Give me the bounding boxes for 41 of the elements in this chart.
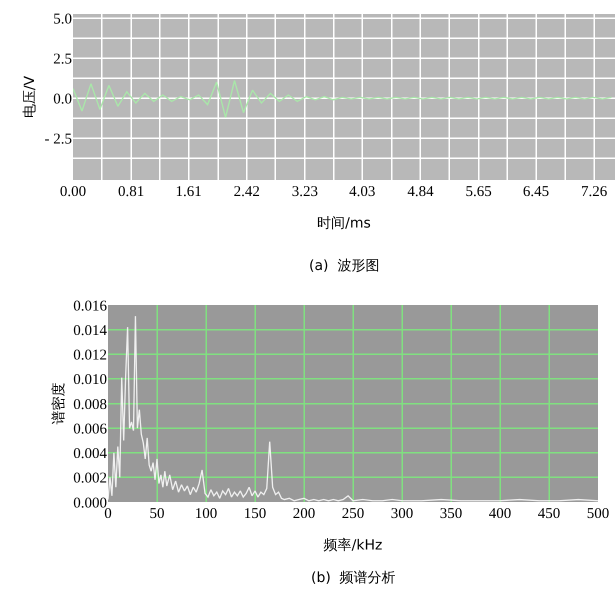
- x-tick-label: 4.03: [349, 184, 376, 200]
- x-tick-label: 400: [488, 506, 512, 522]
- y-axis-title: 电压/V: [22, 75, 38, 118]
- x-tick-label: 3.23: [292, 184, 318, 200]
- y-tick-label: 0.016: [73, 298, 108, 314]
- y-tick-label: 0.008: [73, 396, 107, 413]
- text: (a) 波形图: [309, 258, 380, 274]
- y-tick-label: 0.014: [73, 322, 108, 339]
- x-tick-label: 7.26: [581, 184, 608, 200]
- x-tick-label: 350: [440, 506, 462, 522]
- x-tick-label: 1.61: [175, 184, 202, 200]
- text: (b) 频谱分析: [311, 570, 396, 586]
- y-tick-label: 2.5: [53, 51, 72, 68]
- x-tick-label: 100: [194, 506, 218, 522]
- x-tick-label: 0: [104, 506, 112, 522]
- x-axis-title: 时间/ms: [317, 215, 371, 232]
- x-tick-label: 0.81: [118, 184, 144, 200]
- y-tick-label: 0.0: [53, 91, 72, 108]
- y-tick-label: 0.004: [73, 446, 108, 462]
- line-series: [73, 80, 612, 118]
- y-tick-label: 0.012: [73, 348, 107, 364]
- x-tick-label: 500: [586, 506, 610, 522]
- line-series: [108, 315, 598, 502]
- y-tick-label: - 2.5: [44, 132, 72, 148]
- y-tick-label: 0.010: [73, 372, 107, 388]
- x-tick-label: 200: [292, 506, 316, 522]
- x-tick-label: 0.00: [60, 184, 86, 200]
- x-tick-label: 450: [538, 506, 560, 522]
- x-tick-label: 2.42: [234, 184, 260, 200]
- x-axis-title: 频率/kHz: [324, 537, 382, 554]
- x-tick-label: 4.84: [407, 184, 434, 200]
- y-axis-title: 谱密度: [50, 382, 67, 424]
- x-tick-label: 150: [244, 506, 266, 522]
- x-tick-label: 50: [150, 506, 164, 522]
- y-tick-label: 0.006: [73, 421, 108, 438]
- x-tick-label: 250: [342, 506, 364, 522]
- x-tick-label: 5.65: [465, 184, 492, 200]
- y-tick-label: 0.002: [73, 470, 107, 487]
- x-tick-label: 300: [390, 506, 414, 522]
- y-tick-label: 5.0: [53, 11, 72, 28]
- x-tick-label: 6.45: [522, 184, 550, 200]
